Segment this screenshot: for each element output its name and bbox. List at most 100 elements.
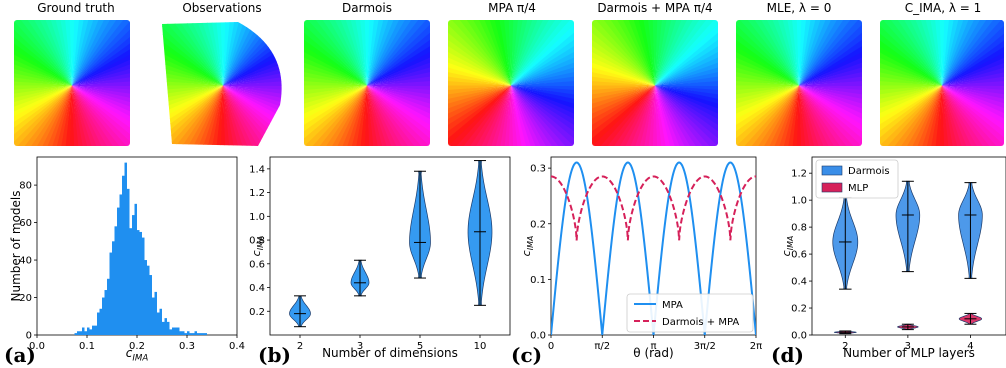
wheel-wedge (917, 20, 942, 86)
hist-bar (112, 241, 115, 335)
wheel-wedge (592, 20, 655, 86)
wheel-wedge (162, 85, 223, 143)
wheel-wedge (736, 85, 799, 146)
wheel-wedge (72, 75, 130, 87)
wheel-wedge (14, 85, 72, 146)
wheel-wedge (304, 27, 367, 86)
wheel-wedge (367, 20, 430, 86)
wheel-wedge (367, 20, 430, 86)
hist-bar (147, 265, 150, 335)
wheel-wedge (511, 28, 574, 86)
wheel-wedge (223, 22, 282, 86)
wheel-wedge (367, 46, 430, 86)
wheel-wedge (898, 20, 942, 86)
top-row-images: Ground truth Observations Darmois MPA π/4 Da… (14, 1, 1004, 146)
wheel-wedge (304, 20, 367, 86)
wheel-wedge (880, 85, 942, 115)
hist-bar (137, 230, 140, 335)
hist-bar (144, 260, 147, 335)
wheel-wedge (942, 75, 1004, 87)
hist-bar (129, 228, 132, 335)
wheel-wedge (592, 20, 655, 86)
wheel-wedge (511, 85, 574, 146)
wheel-wedge (736, 20, 799, 86)
wheel-wedge (942, 20, 1004, 86)
wheel-wedge (655, 85, 718, 146)
wheel-wedge (179, 22, 223, 86)
wheel-wedge (889, 20, 942, 86)
wheel-wedge (942, 85, 1004, 144)
wheel-wedge (942, 20, 1004, 86)
wheel-wedge (14, 85, 72, 106)
wheel-wedge (367, 85, 382, 146)
wheel-wedge (14, 85, 72, 146)
wheel-wedge (942, 85, 1004, 146)
hist-bar (157, 312, 160, 335)
hist-bar (107, 278, 110, 335)
wheel-wedge (72, 85, 130, 146)
wheel-wedge (162, 22, 223, 86)
wheel-wedge (162, 85, 223, 146)
hist-bar (192, 333, 195, 335)
hist-bar (114, 226, 117, 335)
top-title-0: Ground truth (37, 1, 115, 15)
wheel-wedge (592, 20, 655, 86)
wheel-wedge (592, 85, 655, 146)
wheel-sheen (14, 20, 130, 146)
wheel-wedge (799, 85, 862, 146)
wheel-wedge (774, 20, 799, 86)
top-title-2: Darmois (342, 1, 392, 15)
wheel-wedge (655, 85, 718, 146)
wheel-wedge (448, 20, 511, 86)
wheel-wedge (799, 85, 852, 146)
wheel-wedge (14, 20, 72, 86)
wheel-wedge (223, 22, 282, 86)
wheel-wedge (799, 20, 862, 86)
wheel-wedge (448, 85, 511, 134)
wheel-wedge (655, 75, 718, 87)
wheel-wedge (511, 20, 574, 86)
c-xtick-label: 0 (548, 341, 554, 352)
wheel-wedge (942, 85, 1004, 146)
wheel-wedge (14, 85, 72, 115)
wheel-wedge (755, 20, 799, 86)
wheel-wedge (880, 85, 942, 106)
wheel-wedge (162, 27, 223, 86)
wheel-wedge (511, 20, 574, 86)
wheel-wedge (72, 85, 130, 146)
wheel-wedge (223, 85, 282, 146)
wheel-wedge (592, 20, 655, 86)
wheel-wedge (448, 85, 511, 146)
wheel-wedge (162, 85, 223, 146)
wheel-wedge (47, 20, 72, 86)
wheel-wedge (880, 85, 942, 146)
wheel-wedge (367, 85, 430, 146)
wheel-wedge (72, 85, 130, 146)
wheel-wedge (592, 85, 655, 125)
wheel-wedge (448, 20, 511, 86)
wheel-wedge (304, 85, 367, 115)
wheel-wedge (223, 85, 276, 146)
d-xtick-label: 3 (905, 341, 911, 352)
wheel-sheen (592, 20, 718, 146)
hist-bar (152, 297, 155, 335)
wheel-wedge (592, 84, 655, 96)
wheel-wedge (367, 85, 430, 146)
wheel-wedge (655, 85, 718, 146)
wheel-sheen (736, 20, 862, 146)
wheel-wedge (72, 20, 130, 86)
wheel-wedge (942, 85, 986, 146)
wheel-wedge (304, 85, 367, 125)
wheel-wedge (736, 20, 799, 86)
hist-bar (122, 175, 125, 335)
hist-bar (117, 207, 120, 335)
a-ylabel: Number of models (9, 190, 23, 301)
d-ytick-label: 0.6 (791, 250, 807, 261)
wheel-wedge (511, 20, 574, 86)
wheel-wedge (655, 85, 689, 146)
wheel-wedge (736, 85, 799, 125)
wheel-wedge (655, 85, 680, 146)
hist-bar (124, 162, 127, 335)
wheel-wedge (592, 85, 655, 146)
